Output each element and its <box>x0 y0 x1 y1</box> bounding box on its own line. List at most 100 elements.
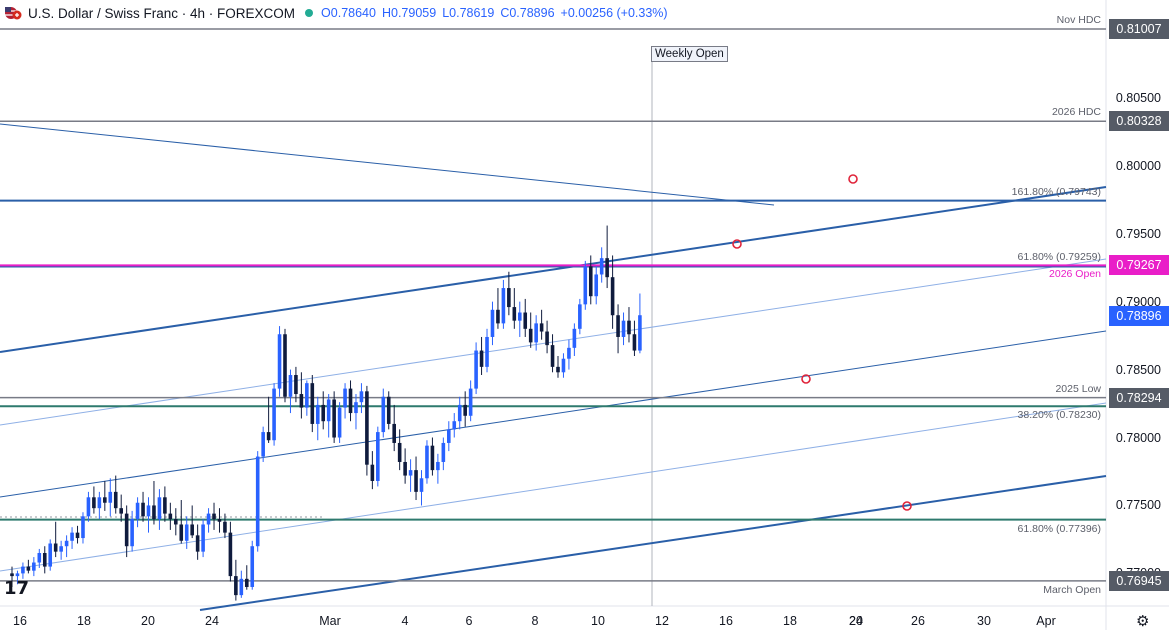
candle <box>397 429 402 471</box>
candle <box>294 366 298 403</box>
flag-icon <box>4 6 22 20</box>
candle <box>583 260 588 310</box>
candle <box>321 391 326 430</box>
candle <box>15 570 20 585</box>
candle <box>250 540 255 590</box>
time-tick: 24 <box>849 614 863 628</box>
level-price-label: 0.76945 <box>1109 570 1169 591</box>
candle <box>567 339 571 370</box>
price-tick: 0.78000 <box>1115 430 1161 445</box>
candle <box>92 486 96 514</box>
level-price-label: 0.80328 <box>1109 111 1169 132</box>
channel-lower-mid-line <box>0 402 1107 572</box>
candle <box>217 508 222 533</box>
high-value: H0.79059 <box>381 6 437 20</box>
candle <box>507 271 511 316</box>
candle <box>64 535 69 558</box>
candle <box>365 385 369 476</box>
candle <box>86 491 91 522</box>
candle <box>403 448 407 484</box>
candle <box>266 396 271 443</box>
candle <box>32 557 36 577</box>
candle <box>370 451 375 490</box>
candle <box>283 328 287 403</box>
candle <box>381 388 386 438</box>
candle <box>392 404 396 452</box>
candle <box>414 456 418 501</box>
candle <box>463 391 467 427</box>
close-value: C0.78896 <box>500 6 555 20</box>
candle <box>539 309 544 340</box>
level-label: 61.80% (0.79259) <box>1017 251 1101 264</box>
change-value: +0.00256 (+0.33%) <box>560 6 668 20</box>
candle <box>179 500 184 544</box>
current-price-label: 0.78896 <box>1109 305 1169 326</box>
time-tick: 16 <box>13 614 27 628</box>
candle <box>348 380 353 422</box>
candle <box>42 546 47 574</box>
candle <box>81 512 85 544</box>
candle <box>103 480 107 511</box>
candle <box>53 521 58 558</box>
candle <box>130 510 134 552</box>
candle <box>627 307 631 343</box>
candle <box>408 459 413 492</box>
level-label: 2026 HDC <box>1051 106 1101 119</box>
logo-icon: 17 <box>4 578 30 599</box>
time-tick: 16 <box>719 614 733 628</box>
candle <box>332 391 336 443</box>
channel-upper-line <box>0 186 1107 353</box>
candle <box>113 475 118 514</box>
candle <box>354 394 358 430</box>
time-tick: 12 <box>655 614 669 628</box>
candle <box>37 548 42 568</box>
level-price-label: 0.81007 <box>1109 18 1169 39</box>
candle <box>523 298 528 337</box>
candle <box>594 266 599 305</box>
price-tick: 0.77500 <box>1115 498 1161 513</box>
descending-trendline <box>0 123 775 206</box>
candle <box>288 369 293 414</box>
time-tick: Mar <box>319 614 341 628</box>
candle <box>244 565 249 590</box>
intersection-marker <box>801 374 811 384</box>
candle <box>572 323 577 356</box>
candle <box>599 247 604 283</box>
time-tick: 26 <box>911 614 925 628</box>
candle <box>501 279 506 329</box>
level-label: 161.80% (0.79743) <box>1011 185 1101 198</box>
candle <box>239 570 244 598</box>
candle <box>277 326 282 397</box>
level-price-label: 0.79267 <box>1109 255 1169 276</box>
candle <box>223 513 227 539</box>
low-value: L0.78619 <box>442 6 495 20</box>
candle <box>59 540 63 560</box>
level-label: 38.20% (0.78230) <box>1017 409 1101 422</box>
time-tick: 24 <box>205 614 219 628</box>
candle <box>124 505 129 558</box>
candle <box>376 426 380 487</box>
candle <box>21 562 25 579</box>
candle <box>621 312 626 346</box>
candle <box>528 312 533 348</box>
candle <box>108 478 113 517</box>
level-label: 2026 Open <box>1049 268 1101 281</box>
symbol-title[interactable]: U.S. Dollar / Swiss Franc · 4h · FOREXCO… <box>28 5 296 21</box>
market-status-icon <box>305 9 314 17</box>
time-tick: 6 <box>465 614 473 628</box>
candle <box>168 502 173 530</box>
candle <box>485 328 489 373</box>
price-tick: 0.80500 <box>1115 90 1161 105</box>
open-value: O0.78640 <box>321 6 376 20</box>
settings-icon[interactable]: ⚙ <box>1136 613 1150 630</box>
candle <box>545 320 549 354</box>
candle <box>206 508 211 533</box>
channel-lower-line <box>199 475 1107 611</box>
level-label: March Open <box>1043 583 1101 596</box>
level-price-label: 0.78294 <box>1109 387 1169 408</box>
candle <box>48 539 53 571</box>
candle <box>534 315 538 351</box>
level-label: 2025 Low <box>1055 382 1101 395</box>
